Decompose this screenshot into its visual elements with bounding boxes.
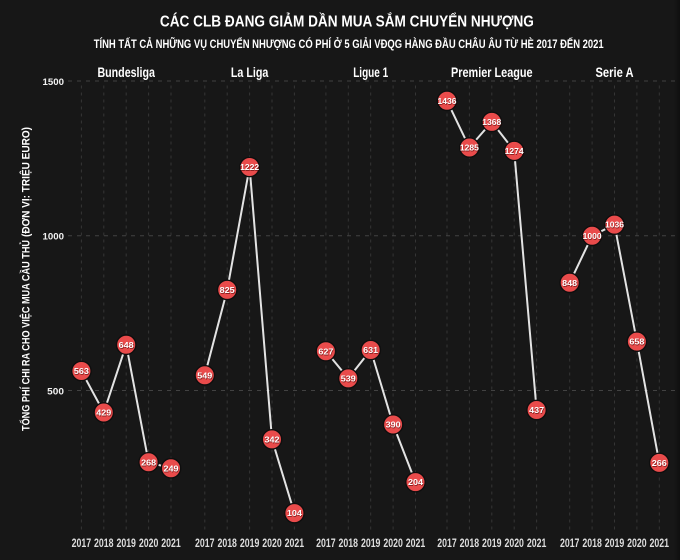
svg-text:1368: 1368	[482, 117, 501, 127]
svg-text:2021: 2021	[527, 536, 547, 550]
svg-text:Premier League: Premier League	[451, 64, 533, 80]
svg-text:2017: 2017	[437, 536, 457, 550]
svg-text:La Liga: La Liga	[231, 64, 269, 80]
svg-text:Ligue 1: Ligue 1	[353, 64, 388, 80]
svg-text:825: 825	[220, 285, 235, 295]
svg-text:2020: 2020	[383, 536, 403, 550]
svg-text:2021: 2021	[161, 536, 181, 550]
svg-text:2018: 2018	[94, 536, 114, 550]
svg-text:2018: 2018	[217, 536, 237, 550]
svg-text:2019: 2019	[240, 536, 260, 550]
svg-text:563: 563	[74, 366, 89, 376]
svg-text:500: 500	[47, 386, 64, 397]
svg-text:437: 437	[529, 405, 544, 415]
svg-text:2019: 2019	[116, 536, 136, 550]
svg-text:268: 268	[141, 457, 156, 467]
svg-text:539: 539	[341, 374, 356, 384]
svg-text:2019: 2019	[361, 536, 381, 550]
svg-text:342: 342	[265, 435, 280, 445]
svg-text:1436: 1436	[438, 96, 457, 106]
svg-text:2021: 2021	[406, 536, 426, 550]
svg-text:2021: 2021	[285, 536, 305, 550]
svg-text:2020: 2020	[627, 536, 647, 550]
svg-text:204: 204	[408, 477, 423, 487]
svg-text:2017: 2017	[560, 536, 580, 550]
svg-text:CÁC CLB ĐANG GIẢM DẦN MUA SẮM: CÁC CLB ĐANG GIẢM DẦN MUA SẮM CHUYỂN NHƯ…	[160, 13, 534, 31]
svg-text:TỔNG PHÍ CHI RA CHO VIỆC MUA C: TỔNG PHÍ CHI RA CHO VIỆC MUA CẦU THỦ	[20, 240, 33, 431]
svg-text:549: 549	[197, 370, 212, 380]
svg-text:1222: 1222	[240, 162, 259, 172]
svg-text:2018: 2018	[460, 536, 480, 550]
svg-text:1274: 1274	[505, 146, 524, 156]
svg-text:2017: 2017	[72, 536, 92, 550]
svg-text:104: 104	[287, 508, 302, 518]
svg-text:2017: 2017	[316, 536, 336, 550]
svg-text:648: 648	[119, 340, 134, 350]
svg-text:2021: 2021	[650, 536, 670, 550]
svg-text:2020: 2020	[262, 536, 282, 550]
svg-text:249: 249	[164, 463, 179, 473]
svg-text:2018: 2018	[582, 536, 602, 550]
svg-text:(ĐƠN VỊ: TRIỆU EURO): (ĐƠN VỊ: TRIỆU EURO)	[20, 127, 33, 237]
svg-text:429: 429	[96, 408, 111, 418]
svg-text:Bundesliga: Bundesliga	[97, 64, 155, 80]
svg-text:390: 390	[386, 420, 401, 430]
svg-text:1000: 1000	[43, 232, 65, 243]
svg-text:1500: 1500	[43, 77, 65, 88]
svg-text:Serie A: Serie A	[596, 64, 634, 80]
svg-text:658: 658	[629, 337, 644, 347]
svg-text:631: 631	[363, 345, 378, 355]
svg-text:1036: 1036	[605, 220, 624, 230]
svg-text:266: 266	[652, 458, 667, 468]
svg-text:848: 848	[562, 278, 577, 288]
svg-text:627: 627	[318, 346, 333, 356]
svg-text:2020: 2020	[139, 536, 159, 550]
svg-text:1000: 1000	[583, 231, 602, 241]
svg-text:1285: 1285	[460, 143, 479, 153]
svg-text:2017: 2017	[195, 536, 215, 550]
svg-text:2018: 2018	[339, 536, 359, 550]
svg-text:2019: 2019	[605, 536, 625, 550]
svg-text:2020: 2020	[504, 536, 524, 550]
svg-text:2019: 2019	[482, 536, 502, 550]
svg-text:TÍNH TẤT CẢ NHỮNG VỤ CHUYỂN NH: TÍNH TẤT CẢ NHỮNG VỤ CHUYỂN NHƯỢNG CÓ PH…	[94, 38, 604, 51]
